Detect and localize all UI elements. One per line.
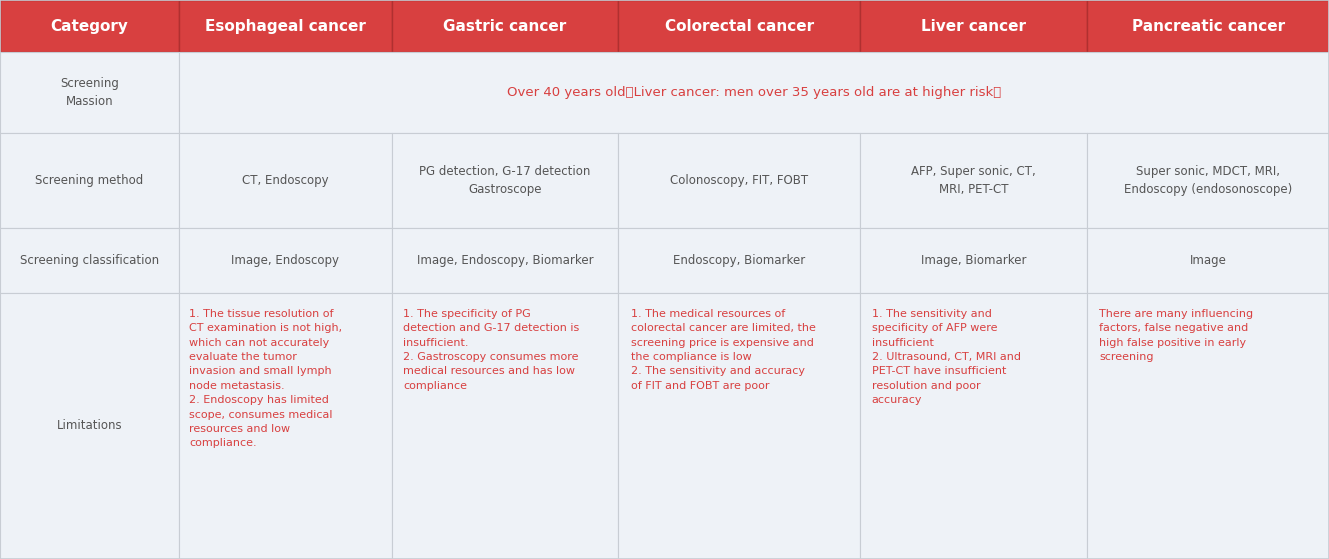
Text: Screening
Massion: Screening Massion xyxy=(60,77,118,108)
Text: Super sonic, MDCT, MRI,
Endoscopy (endosonoscope): Super sonic, MDCT, MRI, Endoscopy (endos… xyxy=(1124,165,1292,196)
Bar xyxy=(392,228,618,293)
Bar xyxy=(178,0,392,53)
Bar xyxy=(392,0,618,53)
Bar xyxy=(860,0,1087,53)
Bar xyxy=(618,228,860,293)
Text: Colonoscopy, FIT, FOBT: Colonoscopy, FIT, FOBT xyxy=(670,174,808,187)
Bar xyxy=(178,133,392,228)
Text: 1. The sensitivity and
specificity of AFP were
insufficient
2. Ultrasound, CT, M: 1. The sensitivity and specificity of AF… xyxy=(872,309,1021,405)
Text: PG detection, G-17 detection
Gastroscope: PG detection, G-17 detection Gastroscope xyxy=(420,165,590,196)
Text: Image, Endoscopy: Image, Endoscopy xyxy=(231,254,339,267)
Bar xyxy=(860,228,1087,293)
Bar xyxy=(178,228,392,293)
Text: Endoscopy, Biomarker: Endoscopy, Biomarker xyxy=(674,254,805,267)
Bar xyxy=(0,53,178,133)
Text: 1. The tissue resolution of
CT examination is not high,
which can not accurately: 1. The tissue resolution of CT examinati… xyxy=(189,309,343,448)
Text: Pancreatic cancer: Pancreatic cancer xyxy=(1131,18,1285,34)
Text: Image, Biomarker: Image, Biomarker xyxy=(921,254,1026,267)
Text: Esophageal cancer: Esophageal cancer xyxy=(205,18,365,34)
Text: AFP, Super sonic, CT,
MRI, PET-CT: AFP, Super sonic, CT, MRI, PET-CT xyxy=(912,165,1037,196)
Bar xyxy=(1087,228,1329,293)
Bar xyxy=(618,0,860,53)
Bar xyxy=(392,293,618,559)
Text: CT, Endoscopy: CT, Endoscopy xyxy=(242,174,328,187)
Text: There are many influencing
factors, false negative and
high false positive in ea: There are many influencing factors, fals… xyxy=(1099,309,1253,362)
Text: 1. The specificity of PG
detection and G-17 detection is
insufficient.
2. Gastro: 1. The specificity of PG detection and G… xyxy=(403,309,579,391)
Text: Screening classification: Screening classification xyxy=(20,254,158,267)
Bar xyxy=(0,0,178,53)
Bar xyxy=(860,293,1087,559)
Bar xyxy=(178,53,1329,133)
Text: Image, Endoscopy, Biomarker: Image, Endoscopy, Biomarker xyxy=(417,254,593,267)
Bar xyxy=(178,293,392,559)
Text: Category: Category xyxy=(51,18,128,34)
Bar xyxy=(0,293,178,559)
Bar xyxy=(0,228,178,293)
Text: Image: Image xyxy=(1189,254,1227,267)
Text: Liver cancer: Liver cancer xyxy=(921,18,1026,34)
Text: Gastric cancer: Gastric cancer xyxy=(444,18,566,34)
Text: Over 40 years old（Liver cancer: men over 35 years old are at higher risk）: Over 40 years old（Liver cancer: men over… xyxy=(506,86,1001,99)
Bar xyxy=(618,133,860,228)
Text: 1. The medical resources of
colorectal cancer are limited, the
screening price i: 1. The medical resources of colorectal c… xyxy=(630,309,816,391)
Bar xyxy=(1087,133,1329,228)
Bar xyxy=(1087,0,1329,53)
Text: Limitations: Limitations xyxy=(56,419,122,433)
Bar xyxy=(1087,293,1329,559)
Text: Colorectal cancer: Colorectal cancer xyxy=(664,18,813,34)
Bar xyxy=(860,133,1087,228)
Bar xyxy=(392,133,618,228)
Bar xyxy=(0,133,178,228)
Text: Screening method: Screening method xyxy=(35,174,144,187)
Bar xyxy=(618,293,860,559)
